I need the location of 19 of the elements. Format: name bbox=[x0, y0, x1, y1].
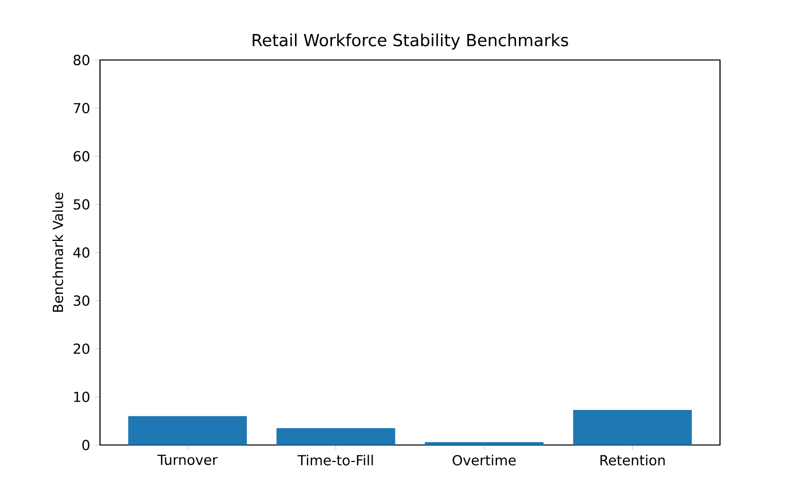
x-tick-label: Retention bbox=[600, 454, 665, 466]
bar bbox=[424, 442, 544, 445]
chart-title: Retail Workforce Stability Benchmarks bbox=[252, 34, 568, 50]
y-tick-label: 10 bbox=[74, 392, 90, 402]
x-tick-label: Turnover bbox=[157, 454, 218, 466]
y-tick-label: 20 bbox=[74, 344, 90, 354]
y-axis-title: Benchmark Value bbox=[52, 192, 64, 312]
y-tick-label: 70 bbox=[74, 102, 90, 114]
y-tick-label: 0 bbox=[82, 440, 90, 450]
y-tick-label: 40 bbox=[73, 247, 90, 258]
y-tick-label: 60 bbox=[74, 151, 90, 162]
y-tick-label: 50 bbox=[74, 199, 90, 210]
x-tick-label: Overtime bbox=[452, 454, 516, 466]
x-tick-label: Time-to-Fill bbox=[298, 454, 373, 466]
bar bbox=[573, 410, 692, 445]
bar bbox=[128, 416, 247, 445]
y-tick-label: 80 bbox=[74, 54, 90, 66]
bar bbox=[276, 428, 396, 445]
y-tick-label: 30 bbox=[74, 295, 90, 306]
